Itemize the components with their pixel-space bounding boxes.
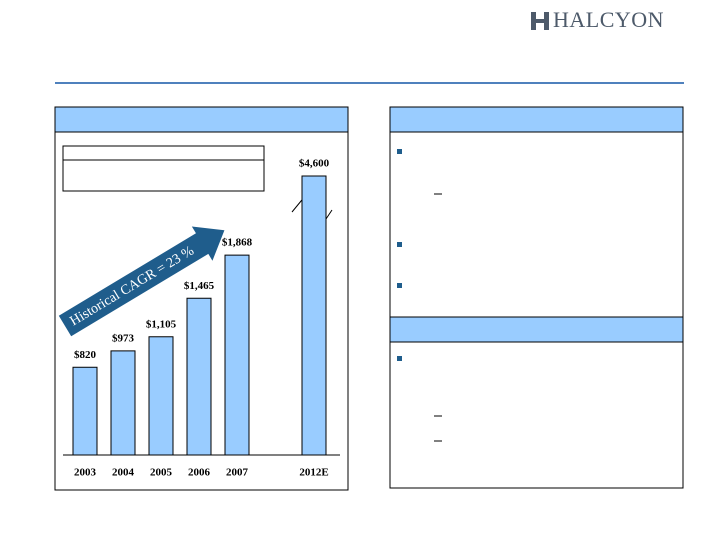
panel-header: [54, 106, 349, 133]
value-label: $4,600: [299, 158, 330, 170]
bar: [186, 297, 212, 456]
value-label: $1,105: [146, 318, 177, 330]
bar: [110, 350, 136, 456]
x-tick-label: 2007: [226, 467, 249, 479]
plot: $820 2003 $973 2004 $1,105 2005 $1,465 2006 $1,8…: [63, 158, 340, 479]
x-tick-label: 2006: [188, 467, 211, 479]
x-tick-label: 2003: [74, 467, 97, 479]
bar: [224, 254, 250, 456]
dashes: [434, 193, 442, 442]
logo-text: HALCYON: [553, 7, 664, 32]
logo-icon: [544, 12, 549, 30]
bullets: [397, 149, 402, 361]
value-label: $973: [112, 332, 135, 344]
bar: [148, 336, 174, 456]
bullet: [397, 283, 402, 288]
value-label: $1,465: [184, 280, 215, 292]
value-label: $820: [74, 349, 97, 361]
right-panel: [389, 106, 684, 489]
value-label: $1,868: [222, 237, 253, 249]
bullet: [397, 149, 402, 154]
arrow-shape: [58, 226, 225, 337]
x-tick-label: 2004: [112, 467, 135, 479]
logo-icon: [531, 12, 536, 30]
bar: [301, 175, 327, 456]
legend-box: [62, 145, 265, 192]
panel-header: [389, 106, 684, 133]
panel-header: [389, 316, 684, 343]
bullet: [397, 242, 402, 247]
bar: [72, 366, 98, 456]
logo: HALCYON: [531, 7, 664, 32]
bullet: [397, 356, 402, 361]
x-tick-label: 2005: [150, 467, 173, 479]
logo-icon: [536, 19, 544, 23]
x-tick-label: 2012E: [299, 467, 328, 479]
